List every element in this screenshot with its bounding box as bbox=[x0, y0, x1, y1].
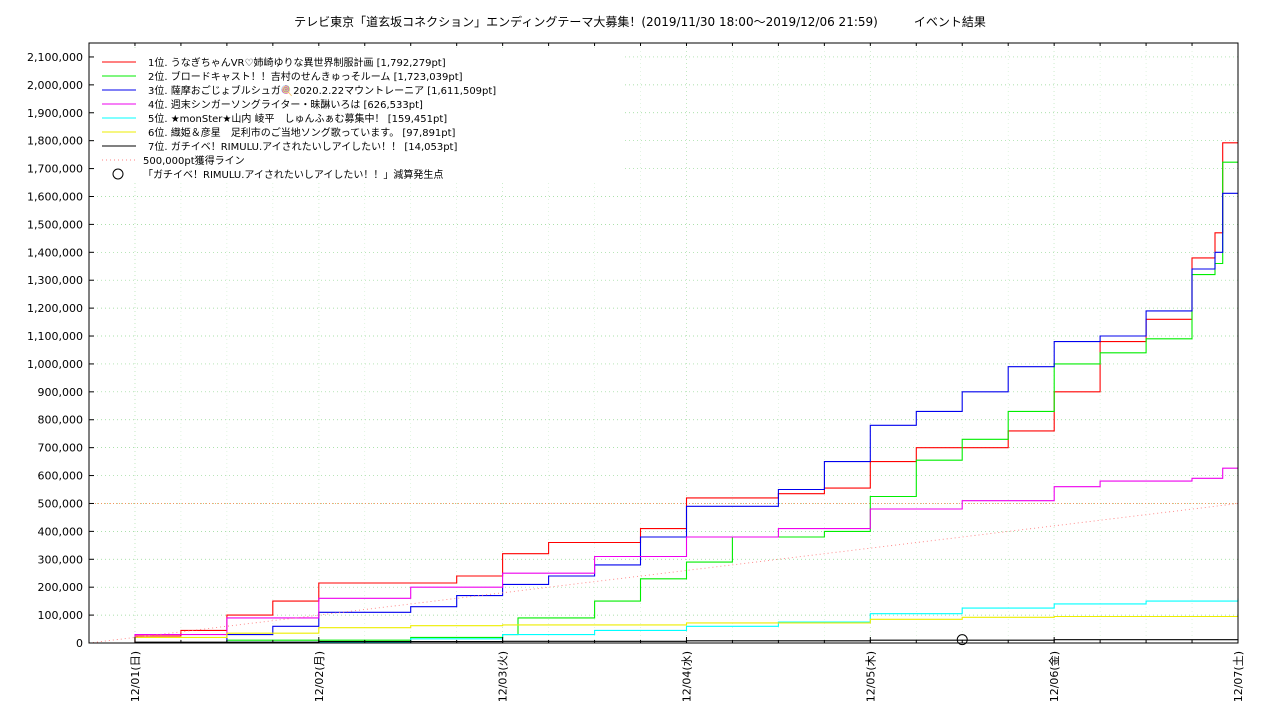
subtraction-marker bbox=[956, 634, 968, 646]
x-tick-label: 12/01(日) bbox=[129, 651, 142, 702]
y-tick-label: 100,000 bbox=[38, 609, 84, 622]
legend-entry-label: 5位. ★monSter★山内 崚平 しゅんふぁむ募集中！ [159,451pt… bbox=[148, 112, 447, 125]
series-line-4 bbox=[89, 467, 1238, 644]
y-tick-label: 700,000 bbox=[38, 442, 84, 455]
legend-entry-label: 2位. ブロードキャスト！！吉村のせんきゅっそルーム [1,723,039pt] bbox=[148, 70, 463, 83]
series-line-5 bbox=[89, 598, 1239, 644]
legend-entry-label: 1位. うなぎちゃんVR♡姉崎ゆりな異世界制服計画 [1,792,279pt] bbox=[148, 56, 446, 69]
y-tick-label: 900,000 bbox=[38, 386, 84, 399]
legend-entry-label: 「ガチイベ！RIMULU.アイされたいしアイしたい！！」減算発生点 bbox=[143, 168, 443, 181]
plot-frame bbox=[88, 42, 1239, 644]
series-layer bbox=[88, 142, 1239, 644]
y-tick-label: 200,000 bbox=[38, 581, 84, 594]
legend: 1位. うなぎちゃんVR♡姉崎ゆりな異世界制服計画 [1,792,279pt]2… bbox=[95, 51, 625, 183]
x-tick-label: 12/04(水) bbox=[680, 651, 693, 702]
y-tick-label: 1,800,000 bbox=[27, 135, 83, 148]
y-tick-label: 0 bbox=[76, 637, 83, 650]
x-tick-label: 12/05(木) bbox=[864, 651, 877, 702]
legend-entry-label: 3位. 薩摩おごじょブルシュガ🍭2020.2.22マウントレーニア [1,611… bbox=[148, 84, 496, 97]
marker-layer bbox=[956, 634, 968, 646]
y-tick-label: 1,000,000 bbox=[27, 358, 83, 371]
legend-entry-label: 500,000pt獲得ライン bbox=[143, 154, 245, 167]
x-tick-label: 12/03(火) bbox=[497, 651, 510, 702]
y-tick-label: 1,300,000 bbox=[27, 274, 83, 287]
y-tick-label: 1,500,000 bbox=[27, 218, 83, 231]
y-tick-label: 1,200,000 bbox=[27, 302, 83, 315]
y-tick-label: 1,100,000 bbox=[27, 330, 83, 343]
series-line-2 bbox=[89, 161, 1238, 644]
y-tick-label: 300,000 bbox=[38, 553, 84, 566]
legend-entry-label: 4位. 週末シンガーソングライター・昧醂いろは [626,533pt] bbox=[148, 98, 423, 111]
y-tick-label: 500,000 bbox=[38, 497, 84, 510]
legend-marker-swatch bbox=[112, 168, 124, 180]
y-tick-label: 2,100,000 bbox=[27, 51, 83, 64]
series-line-8 bbox=[88, 503, 1239, 644]
series-line-3 bbox=[89, 192, 1238, 644]
y-tick-label: 400,000 bbox=[38, 525, 84, 538]
series-line-1 bbox=[89, 142, 1238, 644]
y-tick-label: 600,000 bbox=[38, 470, 84, 483]
x-tick-label: 12/02(月) bbox=[313, 651, 326, 702]
x-tick-label: 12/07(土) bbox=[1232, 651, 1245, 702]
series-line-6 bbox=[89, 615, 1239, 644]
y-axis-ticks: 0 100,000 200,000 300,000 400,000 500,000 600,… bbox=[27, 51, 94, 650]
x-tick-label: 12/06(金) bbox=[1047, 651, 1061, 702]
y-tick-label: 2,000,000 bbox=[27, 79, 83, 92]
legend-entry-label: 6位. 織姫＆彦星 足利市のご当地ソング歌っています。 [97,891pt] bbox=[148, 126, 456, 139]
y-tick-label: 1,900,000 bbox=[27, 107, 83, 120]
y-tick-label: 1,600,000 bbox=[27, 190, 83, 203]
y-tick-label: 1,700,000 bbox=[27, 163, 83, 176]
legend-entry-label: 7位. ガチイベ！RIMULU.アイされたいしアイしたい！！ [14,053pt… bbox=[148, 140, 457, 153]
y-tick-label: 1,400,000 bbox=[27, 246, 83, 259]
x-axis-ticks: 12/01(日) 12/02(月) 12/03(火) 12/04(水) 12/05(木)… bbox=[88, 43, 1245, 702]
chart-title: テレビ東京「道玄坂コネクション」エンディングテーマ大募集！(2019/11/30… bbox=[294, 15, 986, 29]
y-tick-label: 800,000 bbox=[38, 414, 84, 427]
legend-background bbox=[95, 51, 625, 183]
